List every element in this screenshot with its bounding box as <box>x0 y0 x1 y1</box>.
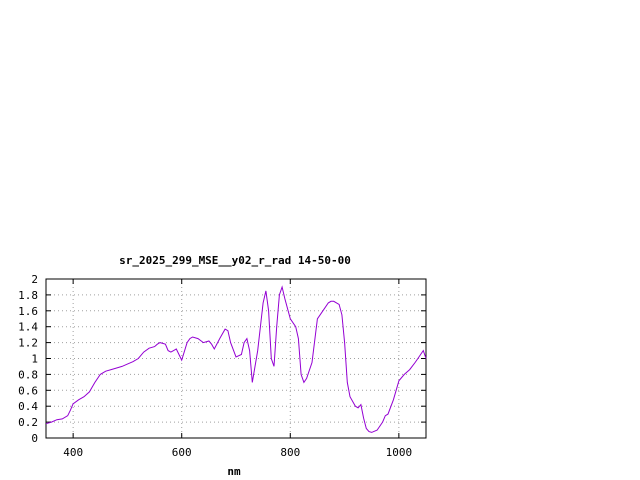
y-tick-label: 0.2 <box>18 416 38 429</box>
y-tick-label: 1 <box>31 353 38 366</box>
x-tick-label: 1000 <box>386 446 413 459</box>
x-tick-label: 600 <box>172 446 192 459</box>
axis-ticks <box>46 278 426 439</box>
y-tick-label: 0 <box>31 432 38 445</box>
y-tick-label: 1.2 <box>18 337 38 350</box>
y-tick-label: 1.8 <box>18 289 38 302</box>
y-tick-label: 2 <box>31 273 38 286</box>
grid <box>46 279 426 438</box>
chart-title: sr_2025_299_MSE__y02_r_rad 14-50-00 <box>119 254 351 267</box>
y-tick-label: 0.8 <box>18 368 38 381</box>
y-tick-label: 0.6 <box>18 384 38 397</box>
x-tick-label: 800 <box>280 446 300 459</box>
y-tick-label: 1.6 <box>18 305 38 318</box>
y-tick-label: 1.4 <box>18 321 38 334</box>
x-tick-label: 400 <box>63 446 83 459</box>
tick-labels: 0 0.2 0.4 0.6 0.8 1 1.2 1.4 1.6 1.8 2 400 600 800 1000 <box>18 273 412 459</box>
y-tick-label: 0.4 <box>18 400 38 413</box>
x-axis-label: nm <box>227 465 241 478</box>
series-line <box>45 285 427 433</box>
